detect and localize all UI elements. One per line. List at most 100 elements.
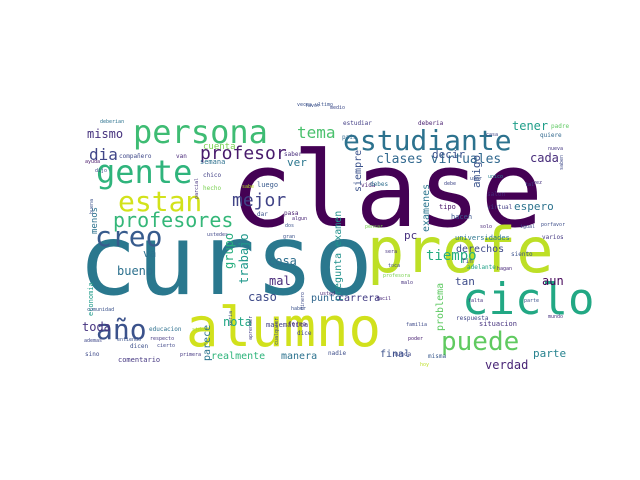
cloud-word: dia: [89, 145, 118, 164]
cloud-word: salon: [487, 191, 505, 198]
cloud-word: caso: [248, 290, 277, 304]
cloud-word: siento: [511, 251, 533, 258]
cloud-word: profesores: [113, 208, 233, 232]
cloud-word: debes: [370, 181, 388, 188]
cloud-word: familia: [406, 322, 427, 328]
cloud-word: padre: [551, 123, 569, 130]
cloud-word: año: [96, 313, 147, 346]
cloud-word: toda: [82, 320, 111, 334]
cloud-word: veces: [297, 102, 312, 108]
cloud-word: adelante: [467, 264, 496, 271]
cloud-word: pais: [342, 134, 357, 141]
cloud-word: tipo: [439, 203, 456, 211]
cloud-word: ademas: [84, 338, 102, 344]
cloud-word: saber: [284, 151, 302, 158]
cloud-word: solo: [480, 224, 492, 230]
cloud-word: cosa: [268, 254, 297, 268]
cloud-word: puede: [441, 327, 519, 357]
cloud-word: cualquier: [274, 318, 280, 345]
cloud-word: algun: [292, 216, 307, 222]
cloud-word: profe: [367, 214, 554, 287]
cloud-word: nadie: [328, 350, 346, 357]
cloud-word: buena: [89, 199, 95, 214]
cloud-word: semana: [200, 158, 225, 166]
cloud-word: debe: [444, 181, 456, 187]
cloud-word: respecto: [150, 336, 174, 342]
cloud-word: porfavor: [541, 222, 565, 228]
cloud-word: trabajo: [237, 233, 251, 284]
cloud-word: vez: [533, 180, 542, 186]
cloud-word: luego: [257, 181, 278, 189]
cloud-word: hacen: [451, 213, 472, 221]
cloud-word: menos: [90, 207, 100, 234]
cloud-word: forma: [288, 321, 306, 328]
cloud-word: mal: [269, 274, 291, 288]
cloud-word: tema: [297, 123, 336, 142]
cloud-word: examenes: [421, 184, 432, 232]
cloud-word: mismo: [87, 127, 123, 141]
cloud-word: chico: [203, 172, 221, 179]
cloud-word: tan: [455, 275, 475, 288]
cloud-word: dos: [285, 223, 294, 229]
cloud-word: igual: [520, 224, 535, 230]
cloud-word: nota: [223, 315, 252, 329]
cloud-word: estudiante: [343, 124, 512, 157]
cloud-word: decir: [432, 148, 465, 161]
cloud-word: situacion: [479, 320, 517, 328]
cloud-word: carrera: [338, 293, 380, 304]
cloud-word: hagan: [497, 266, 512, 272]
cloud-word: toca: [388, 263, 400, 269]
cloud-word: malo: [401, 280, 413, 286]
cloud-word: pasa: [284, 210, 299, 217]
cloud-word: alumno: [186, 296, 381, 359]
cloud-word: xeria: [228, 311, 234, 326]
cloud-word: parte: [524, 298, 539, 304]
cloud-word: casa: [486, 132, 498, 138]
cloud-word: pregunta examen: [333, 211, 344, 301]
cloud-word: punto: [311, 293, 341, 304]
cloud-word: compañero: [119, 153, 152, 160]
cloud-word: amigo: [470, 155, 483, 188]
cloud-word: poder: [408, 336, 423, 342]
cloud-word: parte: [533, 347, 566, 360]
cloud-word: van: [176, 153, 187, 160]
cloud-word: medio: [330, 105, 345, 111]
cloud-word: unico: [488, 174, 503, 180]
cloud-word: ustedes: [207, 232, 228, 238]
cloud-word: cuenta: [203, 142, 236, 152]
cloud-word: usted: [320, 291, 335, 297]
cloud-word: ciclo: [462, 274, 594, 325]
cloud-word: estudiar: [343, 120, 372, 127]
cloud-word: matematica: [266, 321, 308, 329]
cloud-word: usar: [470, 176, 482, 182]
cloud-word: creo: [95, 220, 162, 253]
cloud-word: dinero: [300, 292, 306, 310]
cloud-word: economia: [87, 282, 95, 316]
cloud-word: respuesta: [456, 315, 489, 322]
cloud-word: falta: [468, 298, 483, 304]
cloud-word: pensar: [365, 224, 383, 230]
cloud-word: deberian: [100, 119, 124, 125]
cloud-word: parece: [202, 325, 213, 361]
cloud-word: favor: [305, 103, 320, 109]
cloud-word: comunidad: [87, 307, 114, 313]
cloud-word: sabe: [242, 184, 254, 190]
cloud-word: derechos: [456, 244, 504, 255]
cloud-word: misma: [428, 353, 446, 360]
cloud-word: mundo: [548, 314, 563, 320]
cloud-word: ayuda: [85, 159, 100, 165]
cloud-word: mejor: [232, 190, 286, 211]
cloud-word: dicen: [130, 343, 148, 350]
cloud-word: deberia: [418, 120, 444, 127]
cloud-word: universidades: [455, 234, 510, 242]
cloud-word: dijo: [95, 168, 107, 174]
cloud-word: quiere: [540, 132, 562, 139]
cloud-word: persona: [133, 113, 268, 151]
cloud-word: bueno: [117, 264, 153, 278]
cloud-word: profesor: [200, 143, 287, 164]
cloud-word: ver: [287, 156, 307, 169]
cloud-word: facil: [376, 296, 391, 302]
cloud-word: sino: [85, 351, 100, 358]
cloud-word: aprender: [248, 316, 254, 340]
cloud-word: comentario: [118, 356, 160, 364]
